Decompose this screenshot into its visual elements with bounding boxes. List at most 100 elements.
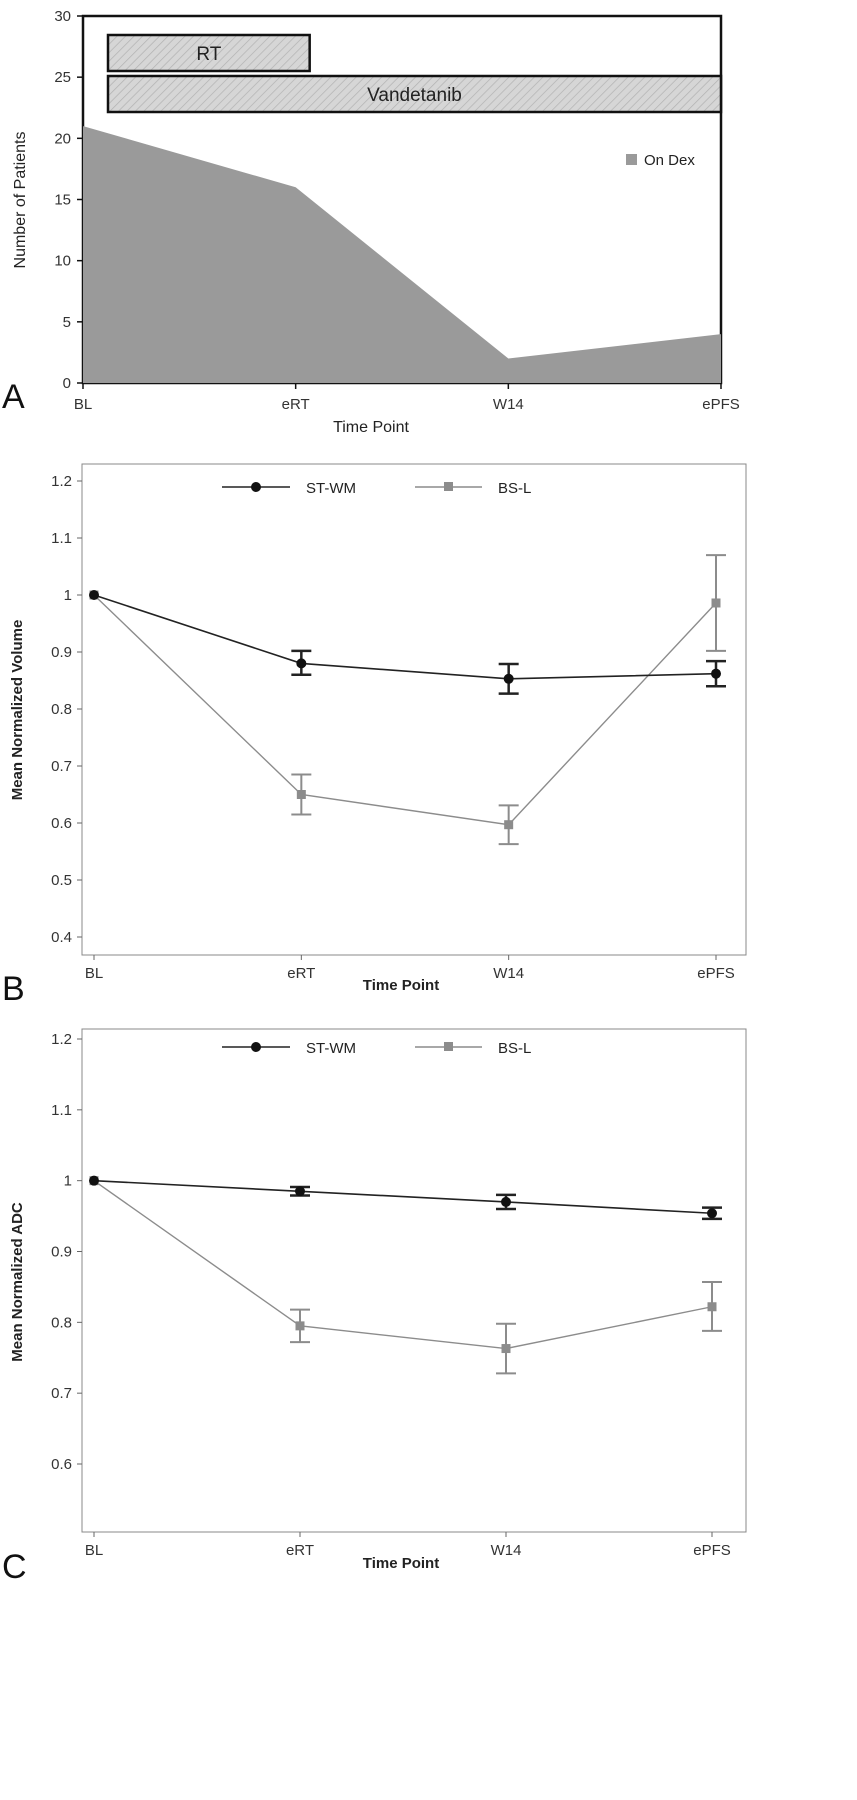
panel-b-x-ticks: BL eRT W14 ePFS: [85, 955, 735, 982]
panel-a-y-ticks: 0 5 10 15 20 25 30: [54, 8, 83, 392]
y-tick-label: 5: [63, 314, 71, 331]
point-st-wm: [89, 590, 99, 600]
y-tick-label: 1: [64, 1173, 72, 1190]
x-tick-label: ePFS: [702, 396, 740, 413]
point-bs-l: [711, 598, 721, 608]
treatment-bar-rt: [106, 33, 311, 73]
x-tick-label: W14: [491, 1542, 522, 1559]
panel-a-x-ticks: BL eRT W14 ePFS: [74, 383, 740, 413]
panel-c: 0.6 0.7 0.8 0.9 1 1.1 1.2 BL eRT W14 ePFS ST-WM B…: [2, 1028, 747, 1586]
legend-marker-bs-l: [444, 482, 453, 491]
y-tick-label: 25: [54, 69, 71, 86]
x-tick-label: eRT: [282, 396, 310, 413]
x-tick-label: BL: [85, 1542, 103, 1559]
legend-label-on-dex: On Dex: [644, 152, 695, 169]
y-tick-label: 0.6: [51, 1456, 72, 1473]
y-tick-label: 0.8: [51, 701, 72, 718]
legend-marker-bs-l: [444, 1042, 453, 1051]
y-tick-label: 1: [64, 587, 72, 604]
series-bs-l: [89, 554, 726, 846]
panel-b-y-ticks: 0.4 0.5 0.6 0.7 0.8 0.9 1 1.1 1.2: [51, 473, 82, 946]
panel-b-letter: B: [2, 970, 25, 1008]
x-tick-label: ePFS: [697, 965, 735, 982]
point-st-wm: [296, 658, 307, 669]
point-st-wm: [503, 673, 514, 684]
series-st-wm: [89, 1175, 722, 1221]
panel-c-y-ticks: 0.6 0.7 0.8 0.9 1 1.1 1.2: [51, 1031, 82, 1473]
x-tick-label: BL: [85, 965, 103, 982]
legend-label-bs-l: BS-L: [498, 1040, 531, 1057]
treatment-bar-vandetanib: [106, 74, 723, 114]
y-tick-label: 30: [54, 8, 71, 25]
y-tick-label: 1.2: [51, 1031, 72, 1048]
x-tick-label: BL: [74, 396, 92, 413]
point-st-wm: [501, 1196, 511, 1207]
legend-label-st-wm: ST-WM: [306, 1040, 356, 1057]
point-st-wm: [295, 1186, 305, 1197]
point-st-wm: [89, 1175, 99, 1186]
y-tick-label: 1.1: [51, 530, 72, 547]
point-bs-l: [296, 790, 306, 799]
panel-b-series: [89, 554, 726, 846]
series-line-bs-l: [93, 594, 717, 826]
y-tick-label: 10: [54, 253, 71, 270]
panel-b-y-axis-label: Mean Normalized Volume: [9, 620, 26, 801]
panel-c-plot-frame: [81, 1028, 747, 1533]
legend-swatch-on-dex: [626, 154, 637, 165]
panel-a-letter: A: [2, 378, 25, 416]
y-tick-label: 20: [54, 130, 71, 147]
series-bs-l: [89, 1176, 722, 1375]
y-tick-label: 0.7: [51, 758, 72, 775]
y-tick-label: 0.5: [51, 872, 72, 889]
treatment-bar-label-vandetanib: Vandetanib: [367, 85, 462, 106]
y-tick-label: 0.8: [51, 1314, 72, 1331]
x-tick-label: ePFS: [693, 1542, 731, 1559]
point-st-wm: [707, 1208, 717, 1219]
panel-a-area-layer: [83, 126, 721, 383]
panel-a: RT Vandetanib 0 5 10 15 20 25 30 BL eRT W14 ePFS O…: [2, 8, 740, 436]
y-tick-label: 1.1: [51, 1102, 72, 1119]
y-tick-label: 0.9: [51, 644, 72, 661]
panel-c-y-axis-label: Mean Normalized ADC: [9, 1202, 26, 1362]
series-st-wm: [89, 590, 726, 695]
panel-a-legend: On Dex: [626, 152, 695, 169]
x-tick-label: W14: [493, 965, 524, 982]
y-tick-label: 1.2: [51, 473, 72, 490]
x-tick-label: eRT: [287, 965, 315, 982]
panel-b: 0.4 0.5 0.6 0.7 0.8 0.9 1 1.1 1.2 BL eRT W14 ePFS S…: [2, 463, 747, 1008]
x-tick-label: W14: [493, 396, 524, 413]
y-tick-label: 0.9: [51, 1244, 72, 1261]
y-tick-label: 0: [63, 375, 71, 392]
legend-label-st-wm: ST-WM: [306, 480, 356, 497]
panel-c-legend: ST-WM BS-L: [222, 1040, 531, 1057]
panel-a-treatment-bars: RT Vandetanib: [106, 33, 723, 114]
panel-b-plot-frame: [81, 463, 747, 956]
series-line-bs-l: [93, 1180, 713, 1350]
y-tick-label: 0.6: [51, 815, 72, 832]
treatment-bar-label-rt: RT: [196, 44, 221, 65]
y-tick-label: 0.4: [51, 929, 72, 946]
x-tick-label: eRT: [286, 1542, 314, 1559]
point-bs-l: [295, 1321, 305, 1331]
panel-c-x-ticks: BL eRT W14 ePFS: [85, 1532, 731, 1559]
legend-label-bs-l: BS-L: [498, 480, 531, 497]
y-tick-label: 15: [54, 192, 71, 209]
panel-a-x-axis-label: Time Point: [333, 419, 409, 436]
legend-marker-st-wm: [251, 1042, 261, 1052]
panel-c-x-axis-label: Time Point: [363, 1555, 439, 1572]
panel-b-x-axis-label: Time Point: [363, 977, 439, 994]
panel-a-y-axis-label: Number of Patients: [12, 132, 29, 269]
area-on-dex: [83, 126, 721, 383]
panel-c-letter: C: [2, 1548, 27, 1586]
point-st-wm: [711, 668, 721, 679]
point-bs-l: [501, 1344, 511, 1354]
legend-marker-st-wm: [251, 482, 261, 492]
series-line-st-wm: [93, 1179, 713, 1215]
point-bs-l: [504, 820, 514, 830]
panel-c-series: [89, 1175, 722, 1375]
point-bs-l: [707, 1302, 717, 1312]
series-line-st-wm: [93, 594, 717, 680]
y-tick-label: 0.7: [51, 1385, 72, 1402]
panel-b-legend: ST-WM BS-L: [222, 480, 531, 497]
